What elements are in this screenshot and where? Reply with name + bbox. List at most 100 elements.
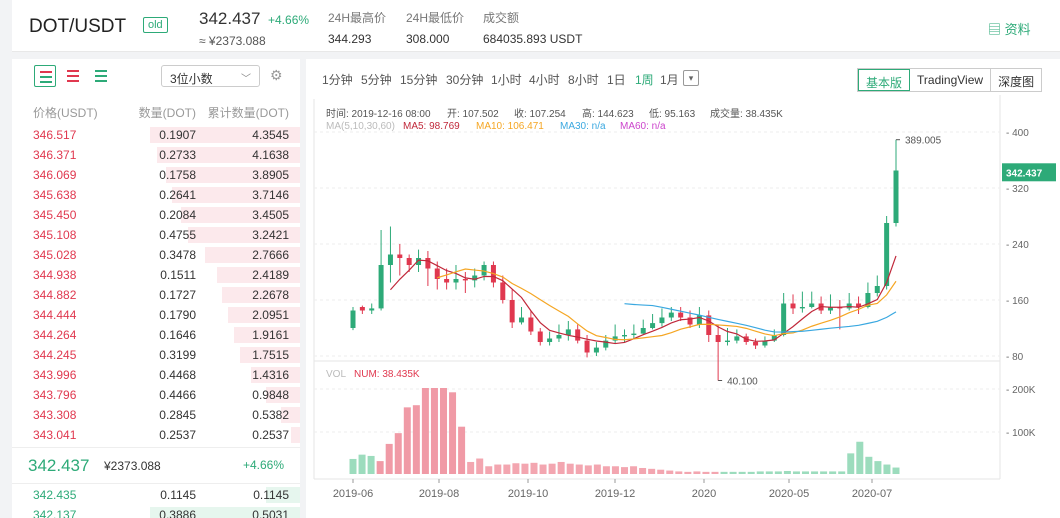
depth-bar bbox=[266, 387, 300, 403]
volume-bar bbox=[602, 466, 610, 474]
depth-bar bbox=[228, 307, 300, 323]
bid-row[interactable]: 342.435 0.1145 0.1145 bbox=[12, 485, 300, 505]
row-price: 345.108 bbox=[33, 228, 77, 242]
row-amount: 0.1727 bbox=[159, 288, 196, 302]
x-tick-label: 2020-07 bbox=[852, 488, 892, 500]
volume-bar bbox=[621, 467, 628, 474]
row-sum: 2.2678 bbox=[252, 288, 289, 302]
y-tick-label: - 400 bbox=[1006, 128, 1029, 139]
ask-row[interactable]: 344.444 0.1790 2.0951 bbox=[12, 305, 300, 325]
view-asks-button[interactable] bbox=[62, 65, 84, 87]
volume-bar bbox=[440, 388, 447, 474]
ask-row[interactable]: 344.264 0.1646 1.9161 bbox=[12, 325, 300, 345]
candle-body bbox=[556, 335, 562, 339]
timeframe-5[interactable]: 4小时 bbox=[529, 73, 560, 87]
depth-bar bbox=[234, 327, 300, 343]
volume-bar bbox=[394, 433, 402, 474]
timeframe-6[interactable]: 8小时 bbox=[568, 73, 599, 87]
view-tab-1[interactable]: TradingView bbox=[910, 69, 992, 91]
candle-body bbox=[865, 293, 871, 307]
volume-bar bbox=[639, 467, 647, 474]
candle-body bbox=[734, 336, 740, 341]
volume-bar bbox=[666, 470, 674, 474]
candle-body bbox=[631, 333, 637, 335]
row-amount: 0.2733 bbox=[159, 148, 196, 162]
y-tick-label: - 240 bbox=[1006, 240, 1029, 251]
ask-row[interactable]: 345.450 0.2084 3.4505 bbox=[12, 205, 300, 225]
ask-row[interactable]: 346.517 0.1907 4.3545 bbox=[12, 125, 300, 145]
gear-icon[interactable]: ⚙ bbox=[270, 67, 283, 83]
depth-bar bbox=[188, 227, 300, 243]
volume-bar bbox=[829, 471, 837, 474]
volume-bar bbox=[557, 461, 565, 474]
row-price: 343.996 bbox=[33, 368, 77, 382]
ask-row[interactable]: 343.041 0.2537 0.2537 bbox=[12, 425, 300, 445]
row-sum: 2.7666 bbox=[252, 248, 289, 262]
row-sum: 1.7515 bbox=[252, 348, 289, 362]
volume-bar bbox=[548, 463, 556, 474]
volume-label: 成交额 bbox=[483, 11, 520, 25]
view-tab-0[interactable]: 基本版 bbox=[858, 69, 911, 91]
ask-row[interactable]: 344.938 0.1511 2.4189 bbox=[12, 265, 300, 285]
ask-row[interactable]: 346.371 0.2733 4.1638 bbox=[12, 145, 300, 165]
current-price-label: 342.437 bbox=[1006, 168, 1043, 179]
ask-row[interactable]: 344.245 0.3199 1.7515 bbox=[12, 345, 300, 365]
volume-bar bbox=[738, 471, 746, 474]
kline-chart[interactable]: - 400 - 320 - 240 - 160 - 80 - 200K - 100K 2019… bbox=[306, 59, 1060, 518]
last-price-row bbox=[12, 447, 300, 484]
timeframe-8[interactable]: 1周 bbox=[635, 73, 654, 87]
volume-bar bbox=[458, 426, 466, 474]
col-sum: 累计数量(DOT) bbox=[207, 106, 289, 120]
timeframe-7[interactable]: 1日 bbox=[607, 73, 626, 87]
row-amount: 0.2537 bbox=[159, 428, 196, 442]
x-tick-label: 2020 bbox=[692, 488, 716, 500]
timeframe-0[interactable]: 1分钟 bbox=[322, 73, 353, 87]
info-close: 收: 107.254 bbox=[514, 109, 566, 120]
y-tick-label: - 320 bbox=[1006, 184, 1029, 195]
col-price: 价格(USDT) bbox=[33, 106, 98, 120]
more-timeframes-button[interactable]: ▾ bbox=[683, 70, 699, 86]
ask-row[interactable]: 345.028 0.3478 2.7666 bbox=[12, 245, 300, 265]
view-bids-button[interactable] bbox=[90, 65, 112, 87]
row-sum: 3.2421 bbox=[252, 228, 289, 242]
bid-row[interactable]: 342.137 0.3886 0.5031 bbox=[12, 505, 300, 518]
ask-row[interactable]: 343.308 0.2845 0.5382 bbox=[12, 405, 300, 425]
ask-row[interactable]: 345.108 0.4755 3.2421 bbox=[12, 225, 300, 245]
timeframe-2[interactable]: 15分钟 bbox=[400, 73, 438, 87]
row-price: 344.444 bbox=[33, 308, 77, 322]
row-amount: 0.2084 bbox=[159, 208, 196, 222]
timeframe-1[interactable]: 5分钟 bbox=[361, 73, 392, 87]
price-cny: ≈ ¥2373.088 bbox=[199, 34, 266, 48]
timeframe-3[interactable]: 30分钟 bbox=[446, 73, 484, 87]
row-amount: 0.3199 bbox=[159, 348, 196, 362]
orderbook-last-price: 342.437 bbox=[28, 456, 90, 475]
col-amount: 数量(DOT) bbox=[138, 106, 196, 120]
decimal-select[interactable]: 3位小数 ﹀ bbox=[161, 65, 260, 87]
ask-row[interactable]: 346.069 0.1758 3.8905 bbox=[12, 165, 300, 185]
candle-body bbox=[696, 315, 702, 325]
candle-body bbox=[547, 338, 553, 342]
view-tab-2[interactable]: 深度图 bbox=[998, 75, 1035, 89]
pair-title: DOT/USDT bbox=[29, 16, 127, 37]
candle-body bbox=[453, 279, 459, 283]
candle-body bbox=[706, 315, 712, 335]
ask-row[interactable]: 345.638 0.2641 3.7146 bbox=[12, 185, 300, 205]
current-price-tag bbox=[1002, 163, 1056, 182]
timeframe-4[interactable]: 1小时 bbox=[491, 73, 522, 87]
view-both-button[interactable] bbox=[34, 65, 56, 87]
volume-bar bbox=[521, 463, 529, 474]
candle-body bbox=[378, 265, 384, 309]
volume-bar bbox=[611, 466, 619, 474]
x-tick-label: 2019-12 bbox=[595, 488, 635, 500]
ask-row[interactable]: 343.996 0.4468 1.4316 bbox=[12, 365, 300, 385]
depth-bar bbox=[217, 267, 300, 283]
ask-row[interactable]: 344.882 0.1727 2.2678 bbox=[12, 285, 300, 305]
kline-panel: 1分钟 5分钟 15分钟 30分钟 1小时 4小时 8小时 1日 1周 1月 ▾ 基本版 Tradi… bbox=[306, 59, 1060, 518]
timeframe-9[interactable]: 1月 bbox=[660, 73, 679, 87]
info-link[interactable]: ▤ 资料 bbox=[988, 19, 1031, 38]
volume-bar bbox=[630, 466, 638, 474]
candle-body bbox=[603, 340, 609, 348]
ask-row[interactable]: 343.796 0.4466 0.9848 bbox=[12, 385, 300, 405]
y-tick-label: - 80 bbox=[1006, 352, 1024, 363]
info-label: 资料 bbox=[1004, 22, 1031, 37]
